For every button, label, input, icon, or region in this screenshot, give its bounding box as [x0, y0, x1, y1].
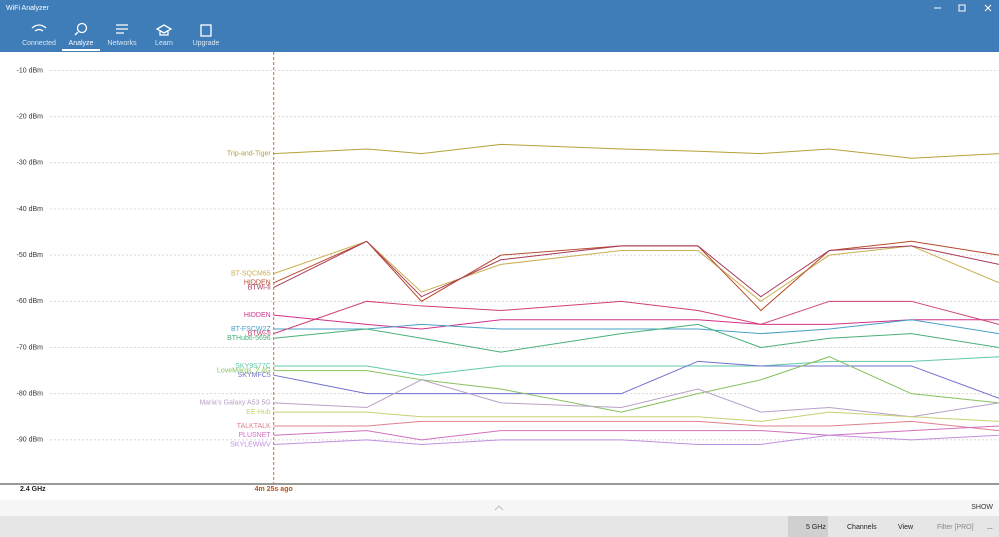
toolbar-items: 5 GHz Channels View Filter [PRO]...	[806, 524, 993, 531]
signal-line	[273, 240, 999, 312]
show-button[interactable]: SHOW	[971, 504, 993, 511]
icon-learn	[155, 24, 173, 36]
nav-item[interactable]: Learn	[155, 40, 173, 47]
expand-arrow[interactable]	[494, 505, 504, 511]
toolbar-item[interactable]: Channels	[847, 524, 877, 531]
network-label[interactable]: PLUSNET	[238, 432, 271, 439]
y-tick-label: -50 dBm	[17, 252, 44, 259]
network-label[interactable]: EE-Hub	[246, 409, 271, 416]
nav-item[interactable]: Connected	[22, 40, 56, 47]
toolbar-item[interactable]: ...	[987, 524, 993, 531]
signal-line	[273, 323, 999, 353]
y-tick-label: -30 dBm	[17, 160, 44, 167]
close[interactable]	[984, 4, 992, 12]
signal-line	[273, 240, 999, 302]
window-controls	[934, 4, 992, 12]
header	[0, 0, 999, 52]
y-tick-label: -10 dBm	[17, 67, 44, 74]
signal-line	[273, 379, 999, 418]
signal-line	[273, 425, 999, 441]
signal-line	[273, 143, 999, 159]
signal-line	[273, 411, 999, 422]
nav: Connected Analyze Networks Learn Upgrade	[22, 40, 219, 47]
y-tick-label: -80 dBm	[17, 391, 44, 398]
network-label[interactable]: HIDDEN	[244, 280, 271, 287]
network-label[interactable]: Maria's Galaxy A53 5G	[199, 400, 270, 407]
signal-line	[273, 420, 999, 432]
nav-item[interactable]: Upgrade	[193, 40, 220, 47]
network-label[interactable]: Trip-and-Tiger	[227, 150, 271, 157]
network-label[interactable]: BTWi-fi	[248, 284, 271, 291]
toolbar-item[interactable]: 5 GHz	[806, 524, 826, 531]
signal-line	[273, 356, 999, 413]
y-tick-label: -70 dBm	[17, 344, 44, 351]
nav-icons	[31, 22, 212, 37]
icon-connected	[31, 24, 47, 32]
show-bar	[0, 500, 999, 516]
time-marker-label: 4m 25s ago	[255, 486, 293, 493]
icon-analyze	[76, 22, 88, 34]
y-tick-label: -40 dBm	[17, 206, 44, 213]
signal-line	[273, 356, 999, 376]
maximize[interactable]	[958, 4, 966, 12]
y-tick-label: -90 dBm	[17, 437, 44, 444]
network-label[interactable]: TALKTALK	[237, 423, 271, 430]
network-label[interactable]: SKY9S77C	[235, 363, 270, 370]
icon-analyze-handle	[74, 31, 79, 36]
network-label[interactable]: BTWi-fi	[248, 330, 271, 337]
nav-item[interactable]: Analyze	[69, 40, 94, 47]
toolbar-active	[788, 516, 828, 537]
chart: -10 dBm -20 dBm -30 dBm -40 dBm -50 dBm -60 d…	[0, 52, 999, 493]
window-title: WiFi Analyzer	[6, 5, 49, 12]
signal-line	[273, 434, 999, 445]
signal-line	[273, 360, 999, 399]
y-tick-label: -20 dBm	[17, 113, 44, 120]
nav-item[interactable]: Networks	[107, 40, 137, 47]
icon-networks	[116, 24, 128, 34]
signal-line	[273, 300, 999, 335]
network-label[interactable]: LoveMargs_2.4G	[217, 367, 271, 374]
toolbar-item[interactable]: Filter [PRO]	[937, 524, 974, 531]
network-label[interactable]: BTHub6-5696	[227, 335, 271, 342]
signal-line	[273, 240, 999, 298]
icon-upgrade	[200, 24, 212, 37]
network-label[interactable]: BT-SQCM65	[231, 270, 271, 277]
band-label: 2.4 GHz	[20, 486, 46, 493]
network-label[interactable]: SKYMFC5	[238, 372, 271, 379]
y-tick-label: -60 dBm	[17, 298, 44, 305]
nav-active-underline	[62, 49, 100, 51]
network-label[interactable]: BT-FSCW2Z	[231, 326, 271, 333]
network-label[interactable]: SKYLEWWV	[230, 441, 271, 448]
network-label[interactable]: HIDDEN	[244, 312, 271, 319]
toolbar-item[interactable]: View	[898, 524, 914, 531]
toolbar	[0, 516, 999, 537]
